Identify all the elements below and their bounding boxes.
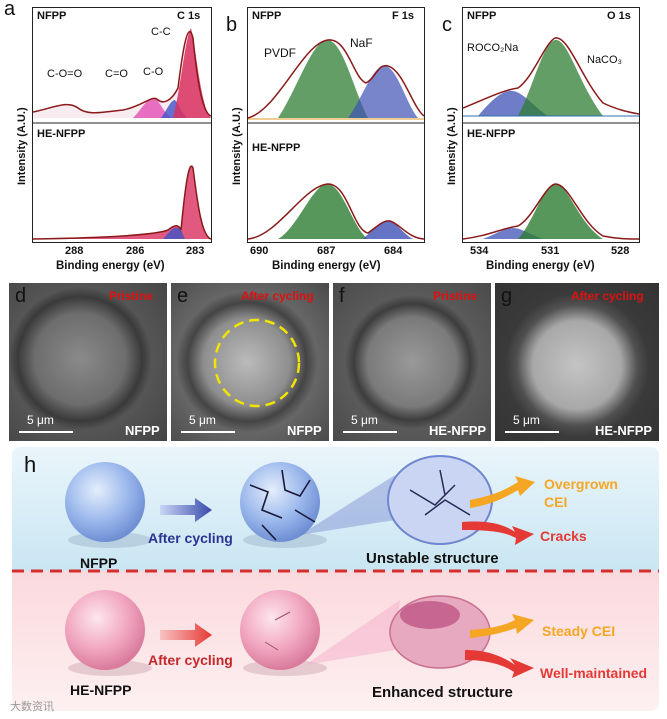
panel-c-bottom-tag: HE-NFPP <box>467 128 516 140</box>
panel-label-h: h <box>24 452 37 477</box>
xtick-a-2: 283 <box>186 245 205 257</box>
sem-scale-e: 5 μm <box>189 413 216 427</box>
xtick-b-1: 687 <box>317 245 336 257</box>
scheme-top-out2: Cracks <box>540 528 587 544</box>
xtick-a-0: 288 <box>65 245 84 257</box>
ylabel-b: Intensity (A.U.) <box>231 107 243 185</box>
ylabel-c: Intensity (A.U.) <box>446 107 458 185</box>
sem-scale-g: 5 μm <box>513 413 540 427</box>
scheme-bottom-structure: Enhanced structure <box>372 684 513 701</box>
panel-label-c: c <box>442 14 452 36</box>
sem-state-e: After cycling <box>241 289 314 303</box>
sem-sample-g: HE-NFPP <box>595 423 653 438</box>
panel-b-title: F 1s <box>392 10 415 22</box>
sem-image-g: g After cycling 5 μm HE-NFPP <box>495 283 659 441</box>
xps-plot-b <box>248 39 424 240</box>
sem-label-f: f <box>339 285 345 307</box>
panel-a-top-tag: NFPP <box>37 10 67 22</box>
xps-frame-b: NFPP F 1s HE-NFPP PVDF NaF <box>247 7 425 243</box>
peak-label-coo: C-O=O <box>47 68 83 80</box>
scale-bar-d <box>19 431 73 433</box>
panel-label-a: a <box>4 0 16 20</box>
panel-a-bottom-tag: HE-NFPP <box>37 128 86 140</box>
scheme-top-out1: Overgrown CEI <box>544 476 618 510</box>
sem-image-f: f Pristine 5 μm HE-NFPP <box>333 283 491 441</box>
xps-frame-a: NFPP C 1s HE-NFPP C-O=O C=O C-O C-C <box>32 7 212 243</box>
panel-c-title: O 1s <box>607 10 631 22</box>
xlabel-b: Binding energy (eV) <box>272 260 381 272</box>
panel-c-top-tag: NFPP <box>467 10 497 22</box>
dashed-divider <box>12 569 659 573</box>
xtick-a-1: 286 <box>126 245 145 257</box>
xlabel-a: Binding energy (eV) <box>56 260 165 272</box>
peak-label-cc: C-C <box>151 26 171 38</box>
panel-b-top-tag: NFPP <box>252 10 282 22</box>
peak-label-co: C-O <box>143 66 164 78</box>
sem-sample-d: NFPP <box>125 423 160 438</box>
xtick-c-2: 528 <box>611 245 630 257</box>
xtick-c-0: 534 <box>470 245 489 257</box>
sem-label-g: g <box>501 285 513 307</box>
sem-state-d: Pristine <box>109 289 154 303</box>
panel-a-title: C 1s <box>177 10 201 22</box>
sem-state-f: Pristine <box>433 289 478 303</box>
panel-label-b: b <box>226 14 238 36</box>
scheme-top-arrow-label: After cycling <box>148 530 233 546</box>
peak-label-roco2na: ROCO₂Na <box>467 42 519 54</box>
sem-sample-f: HE-NFPP <box>429 423 487 438</box>
sem-label-d: d <box>15 285 27 307</box>
scheme-top-structure: Unstable structure <box>366 550 499 567</box>
scheme-bottom-arrow-label: After cycling <box>148 652 233 668</box>
xps-frame-c: NFPP O 1s HE-NFPP ROCO₂Na NaCO₃ <box>462 7 640 243</box>
panel-b-bottom-tag: HE-NFPP <box>252 142 301 154</box>
scheme-bottom-out2: Well-maintained <box>540 665 648 681</box>
dashed-circle-highlight <box>213 318 301 408</box>
xtick-b-0: 690 <box>250 245 269 257</box>
sem-scale-d: 5 μm <box>27 413 54 427</box>
peak-label-pvdf: PVDF <box>264 46 297 60</box>
xps-plot-c <box>463 37 639 240</box>
watermark: 大数资讯 <box>10 701 54 713</box>
sem-scale-f: 5 μm <box>351 413 378 427</box>
scheme-bottom-sample: HE-NFPP <box>70 682 132 698</box>
scheme-top-sample: NFPP <box>80 555 118 571</box>
xlabel-c: Binding energy (eV) <box>486 260 595 272</box>
scale-bar-f <box>343 431 397 433</box>
sem-label-e: e <box>177 285 189 307</box>
xtick-b-2: 684 <box>384 245 403 257</box>
sem-sample-e: NFPP <box>287 423 322 438</box>
sem-image-e: e After cycling 5 μm NFPP <box>171 283 329 441</box>
xtick-c-1: 531 <box>541 245 560 257</box>
sem-state-g: After cycling <box>571 289 644 303</box>
peak-label-co-double: C=O <box>105 68 128 80</box>
scheme-bottom-out1: Steady CEI <box>542 623 616 639</box>
ylabel-a: Intensity (A.U.) <box>16 107 28 185</box>
scale-bar-e <box>181 431 235 433</box>
peak-label-naco3: NaCO₃ <box>587 54 623 66</box>
xps-plot-a <box>33 28 211 240</box>
sem-image-d: d Pristine 5 μm NFPP <box>9 283 167 441</box>
peak-label-naf: NaF <box>350 36 373 50</box>
scale-bar-g <box>505 431 559 433</box>
